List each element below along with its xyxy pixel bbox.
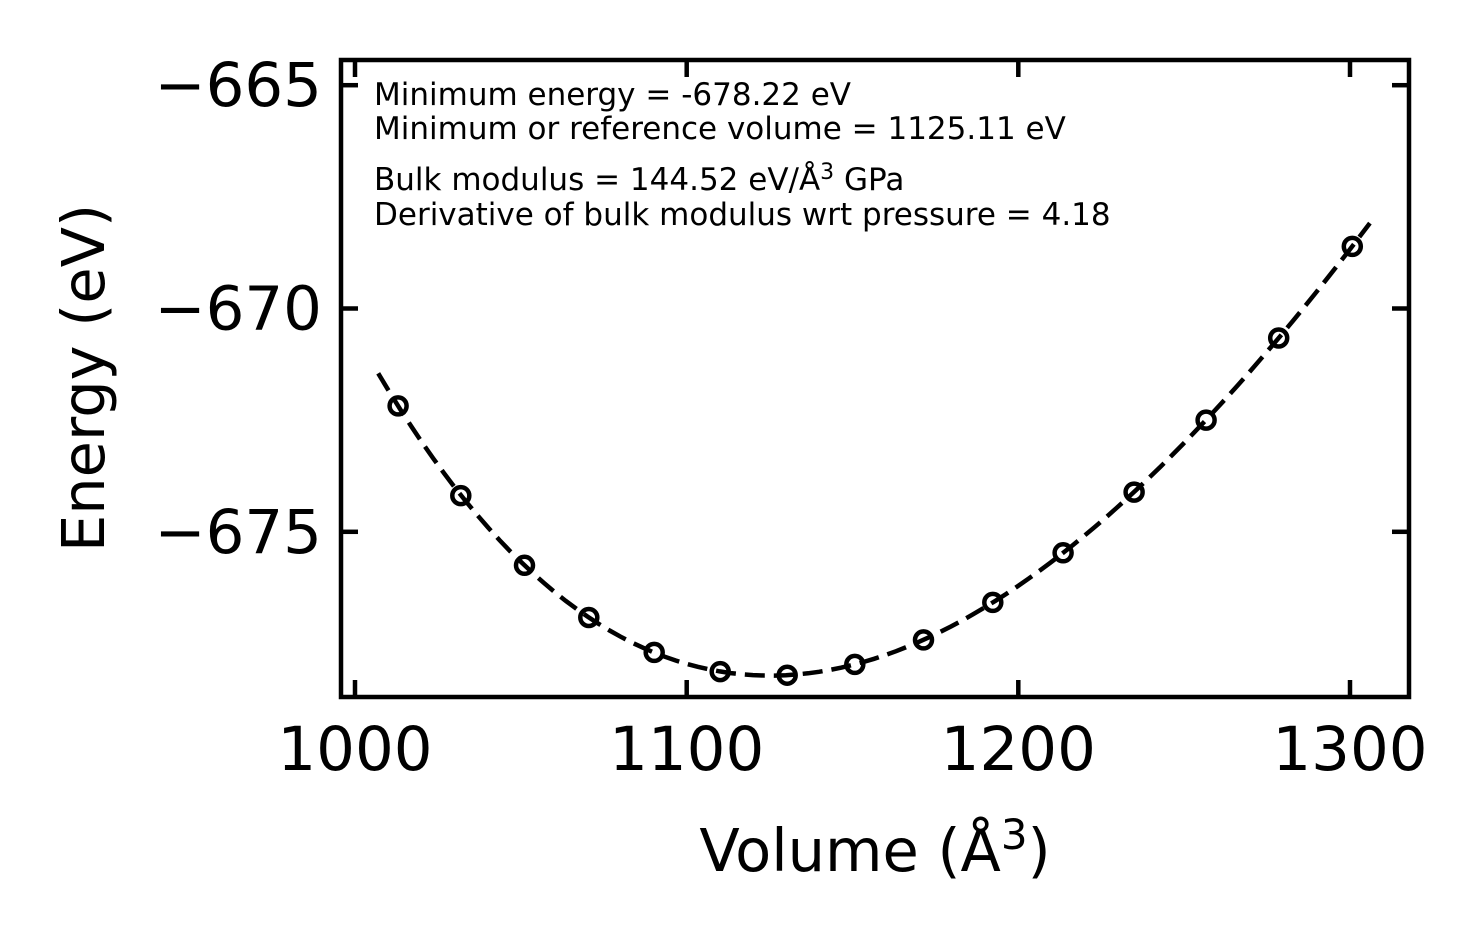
annotation-bprime: Derivative of bulk modulus wrt pressure …	[374, 197, 1111, 233]
y-tick-label: −670	[154, 274, 322, 345]
data-point-marker	[1267, 327, 1290, 349]
data-point-marker	[1195, 409, 1217, 431]
data-point-marker	[776, 664, 798, 686]
x-tick-label: 1100	[609, 714, 764, 785]
data-point-marker	[387, 395, 409, 417]
data-point-marker	[982, 591, 1004, 614]
data-point-marker	[513, 554, 536, 577]
x-tick-label: 1000	[277, 714, 432, 785]
y-tick-label: −665	[154, 50, 322, 121]
data-point-marker	[912, 629, 935, 651]
data-points	[387, 235, 1364, 686]
x-axis-label: Volume (Å3)	[699, 810, 1050, 885]
data-point-marker	[450, 484, 472, 507]
data-point-marker	[643, 641, 665, 664]
data-point-marker	[1052, 542, 1074, 564]
annotation-min-volume: Minimum or reference volume = 1125.11 eV	[374, 111, 1066, 147]
axes-box	[338, 57, 1412, 700]
annotation-bulk-modulus-text: Bulk modulus = 144.52 eV/Å	[374, 162, 820, 198]
y-tick-label: −675	[154, 497, 322, 568]
annotation-bulk-modulus-unit: GPa	[834, 162, 904, 198]
x-axis-label-close-paren: )	[1028, 816, 1051, 885]
x-axis-label-text: Volume (Å	[699, 816, 1001, 885]
x-axis-label-superscript: 3	[1001, 810, 1028, 859]
axis-tick-labels: 1000 1100 1200 1300 −665 −670 −675	[154, 50, 1427, 785]
axis-ticks	[342, 61, 1408, 696]
data-point-marker	[1341, 235, 1364, 258]
fit-curve-dashed-line	[376, 221, 1372, 678]
data-point-marker	[1123, 481, 1145, 503]
annotation-bulk-modulus-superscript: 3	[820, 160, 834, 185]
x-tick-label: 1300	[1272, 714, 1427, 785]
data-point-marker	[709, 660, 731, 683]
x-tick-label: 1200	[941, 714, 1096, 785]
data-point-marker	[844, 653, 866, 676]
y-axis-label: Energy (eV)	[49, 204, 118, 552]
fit-parameters-annotation: Minimum energy = -678.22 eV Minimum or r…	[374, 77, 1111, 233]
annotation-min-energy: Minimum energy = -678.22 eV	[374, 77, 851, 113]
data-point-marker	[578, 606, 600, 629]
annotation-bulk-modulus: Bulk modulus = 144.52 eV/Å3 GPa	[374, 160, 904, 198]
